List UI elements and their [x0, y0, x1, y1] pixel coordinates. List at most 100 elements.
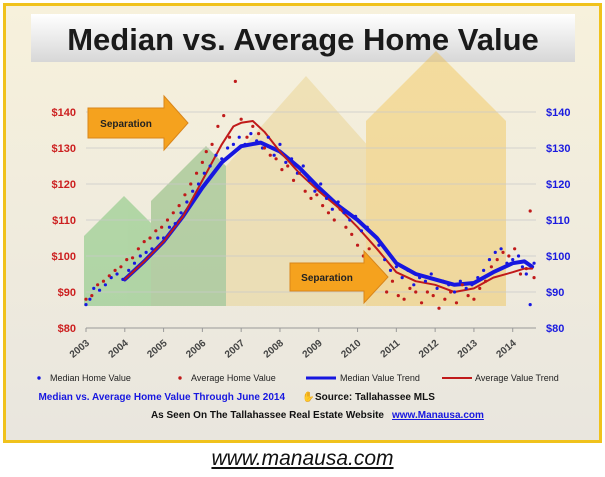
caption-line-2: As Seen On The Tallahassee Real Estate W… [151, 410, 384, 421]
median-home-value-point [167, 225, 172, 229]
average-home-value-point [513, 247, 517, 251]
average-home-value-point [332, 218, 336, 222]
median-home-value-point [132, 261, 137, 265]
average-home-value-point [125, 258, 129, 262]
average-home-value-point [204, 150, 208, 154]
median-home-value-point [156, 236, 160, 240]
average-home-value-point [355, 243, 360, 247]
average-home-value-point [107, 274, 111, 278]
website-link[interactable]: www.manausa.com [211, 447, 394, 470]
median-home-value-point [493, 250, 497, 254]
average-home-value-point [472, 297, 476, 301]
median-home-value-point [330, 207, 334, 211]
average-home-value-point [460, 283, 464, 287]
average-home-value-point [431, 294, 435, 298]
average-home-value-point [210, 142, 214, 146]
average-home-value-point [315, 193, 319, 197]
y-tick-label-left: $120 [52, 179, 76, 191]
average-home-value-point [84, 297, 88, 301]
median-home-value-point [115, 272, 119, 276]
median-home-value-point [336, 200, 340, 204]
median-home-value-point [516, 254, 521, 258]
median-home-value-point [127, 268, 131, 272]
median-home-value-point [487, 258, 492, 262]
average-home-value-point [194, 171, 199, 175]
caption-site-link[interactable]: www.Manausa.com [391, 410, 484, 421]
legend-median-trend: Median Value Trend [340, 373, 420, 383]
average-home-value-point [518, 272, 523, 276]
average-home-value-point [280, 168, 284, 172]
average-home-value-point [239, 117, 243, 121]
y-tick-label-left: $110 [52, 215, 76, 227]
average-home-value-point [189, 182, 193, 186]
average-home-value-point [507, 254, 511, 258]
median-home-value-point [499, 247, 503, 251]
median-home-value-point [307, 178, 311, 182]
median-home-value-point [231, 142, 236, 146]
average-home-value-point [160, 225, 164, 229]
legend-average-dot [178, 376, 182, 380]
average-home-value-point [338, 207, 342, 211]
median-home-value-point [103, 283, 107, 287]
median-home-value-point [528, 303, 532, 307]
average-home-value-point [90, 294, 94, 298]
average-home-value-point [437, 306, 441, 310]
average-home-value-point [419, 301, 424, 305]
median-home-value-point [84, 303, 88, 307]
median-home-value-point [138, 254, 142, 258]
average-home-value-point [165, 218, 170, 222]
average-home-value-point [297, 171, 301, 175]
average-home-value-point [286, 164, 290, 168]
median-home-value-point [202, 171, 206, 175]
median-home-value-point [348, 218, 352, 222]
median-home-value-point [406, 268, 410, 272]
average-home-value-point [449, 290, 453, 294]
median-home-value-point [97, 288, 102, 292]
average-home-value-point [390, 279, 395, 283]
average-home-value-point [367, 247, 371, 251]
median-home-value-point [266, 135, 270, 139]
median-home-value-point [179, 211, 183, 215]
average-home-value-point [171, 211, 175, 215]
hand-icon: ✋ [302, 390, 314, 403]
average-home-value-point [396, 294, 400, 298]
average-home-value-point [326, 211, 331, 215]
median-home-value-point [418, 276, 422, 280]
median-home-value-point [464, 286, 468, 290]
separation-callout-1: Separation [87, 94, 189, 152]
median-home-value-point [429, 272, 433, 276]
average-home-value-point [466, 294, 470, 298]
chart-background [6, 6, 599, 440]
median-home-value-point [144, 250, 148, 254]
average-home-value-point [321, 204, 325, 208]
average-home-value-point [142, 240, 146, 244]
y-tick-label-right: $90 [546, 287, 564, 299]
average-home-value-point [183, 193, 187, 197]
median-home-value-point [371, 232, 375, 236]
average-home-value-point [119, 265, 123, 269]
y-tick-label-right: $110 [546, 215, 570, 227]
median-home-value-point [458, 279, 462, 283]
median-home-value-point [452, 290, 457, 294]
median-home-value-point [214, 153, 218, 157]
median-home-value-point [388, 268, 393, 272]
legend-average-value: Average Home Value [191, 373, 276, 383]
y-tick-label-left: $90 [58, 287, 76, 299]
average-home-value-point [177, 204, 181, 208]
median-home-value-point [524, 272, 528, 276]
legend: Median Home Value Average Home Value Med… [37, 373, 559, 383]
median-home-value-point [470, 283, 474, 287]
legend-median-dot [37, 376, 41, 380]
average-home-value-point [478, 286, 482, 290]
median-home-value-point [272, 153, 276, 157]
median-home-value-point [121, 277, 125, 281]
median-home-value-point [354, 214, 358, 218]
median-home-value-point [532, 261, 536, 265]
legend-average-trend: Average Value Trend [475, 373, 559, 383]
median-home-value-point [243, 142, 247, 146]
average-value-trend-line [123, 120, 534, 293]
average-home-value-point [200, 160, 204, 164]
average-home-value-point [251, 124, 255, 128]
average-home-value-point [233, 79, 237, 83]
average-home-value-point [408, 286, 412, 290]
